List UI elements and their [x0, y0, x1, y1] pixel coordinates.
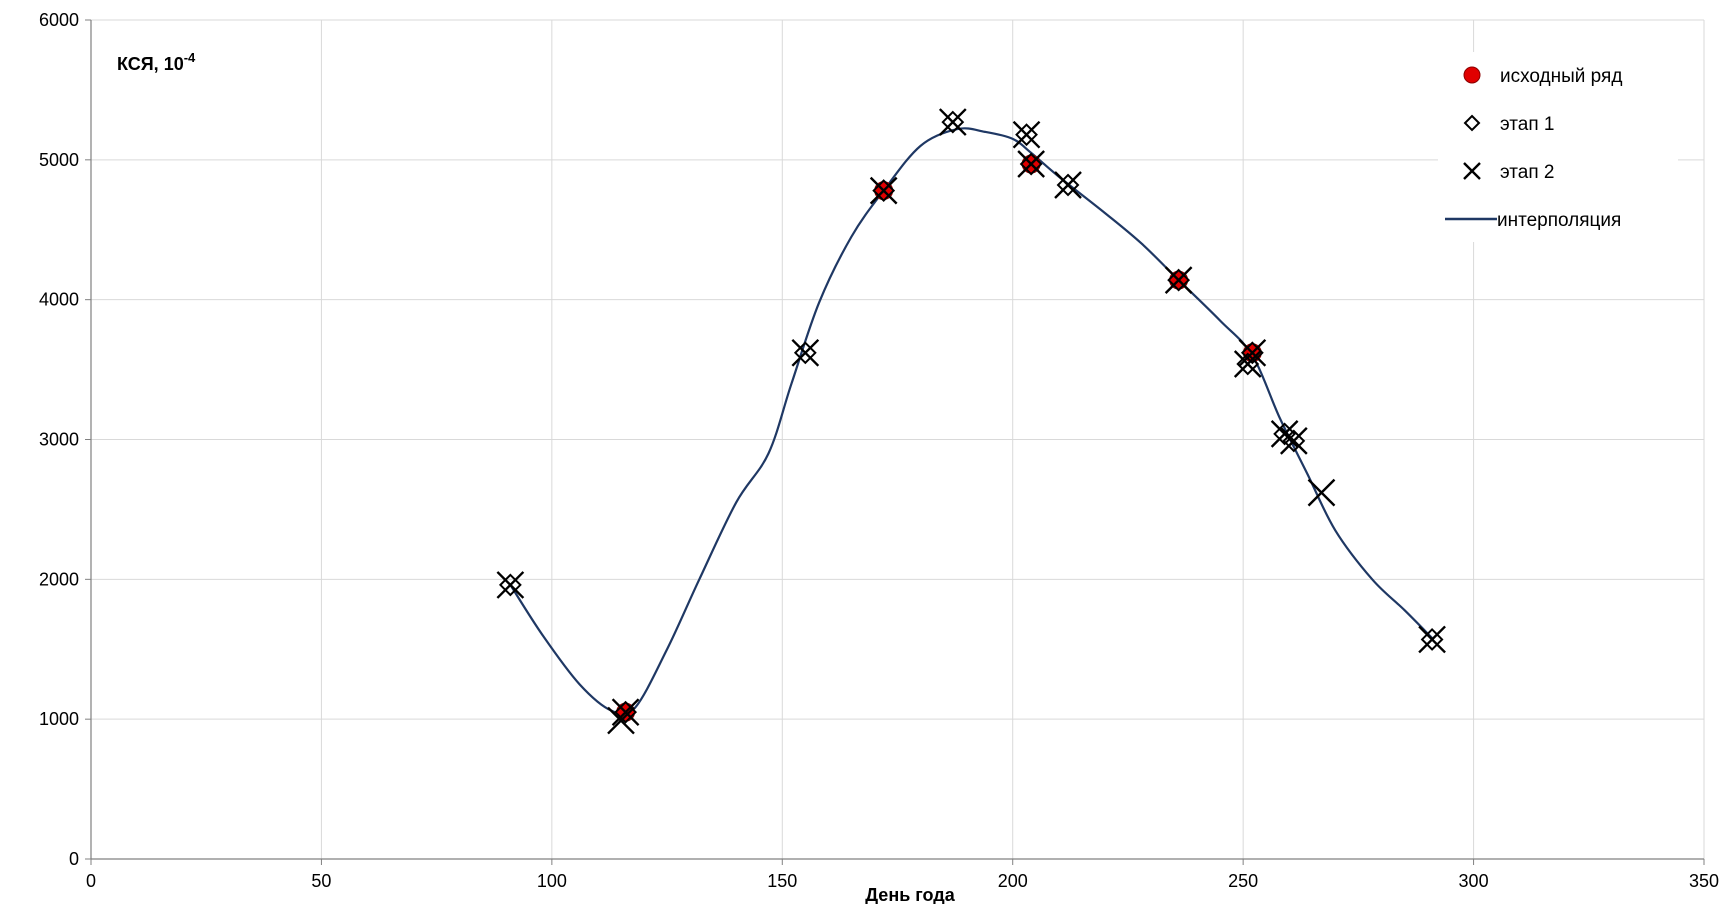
point-stage1 — [1056, 173, 1080, 197]
legend-marker-x — [1463, 162, 1481, 180]
point-stage2 — [869, 176, 898, 205]
x-tick-label: 50 — [311, 871, 331, 891]
point-stage2 — [1418, 625, 1446, 654]
point-stage2 — [611, 698, 640, 727]
point-stage1 — [1167, 268, 1191, 292]
point-stage1 — [793, 341, 817, 365]
point-stage2 — [1054, 171, 1082, 199]
point-stage1 — [1420, 628, 1444, 651]
point-stage2 — [1307, 478, 1336, 507]
point-stage1 — [872, 179, 896, 203]
y-tick-label: 2000 — [39, 569, 79, 589]
legend-background — [1438, 52, 1678, 242]
x-tick-label: 150 — [767, 871, 797, 891]
x-tick-label: 0 — [86, 871, 96, 891]
point-stage2 — [791, 338, 820, 367]
tick-labels: 0 50 100 150 200 250 300 350 0 1000 2000 3000 4000 50… — [39, 10, 1719, 891]
x-tick-label: 250 — [1228, 871, 1258, 891]
interpolation-line — [509, 127, 1433, 716]
x-tick-label: 200 — [998, 871, 1028, 891]
point-stage1 — [498, 573, 522, 597]
legend: исходный ряд этап 1 этап 2 интерполяция — [1438, 52, 1678, 242]
point-stage2 — [607, 706, 635, 735]
legend-label: исходный ряд — [1500, 66, 1622, 87]
point-stage1 — [1240, 341, 1264, 365]
point-stage1 — [941, 110, 965, 134]
point-stage2 — [496, 571, 525, 599]
y-tick-label: 5000 — [39, 150, 79, 170]
point-stage2 — [1279, 427, 1308, 455]
point-stage2 — [938, 108, 967, 136]
x-tick-label: 100 — [537, 871, 567, 891]
y-axis-label: КСЯ, 10-4 — [117, 50, 196, 74]
y-tick-label: 4000 — [39, 290, 79, 310]
y-axis-label-text: КСЯ, 10 — [117, 54, 184, 74]
point-stage2 — [1012, 120, 1041, 149]
y-tick-label: 1000 — [39, 709, 79, 729]
axes — [85, 19, 1705, 865]
y-axis-label-sup: -4 — [184, 50, 196, 65]
x-tick-label: 350 — [1689, 871, 1719, 891]
legend-marker-circle — [1463, 66, 1481, 84]
legend-label: этап 1 — [1500, 114, 1554, 135]
y-tick-label: 0 — [69, 849, 79, 869]
point-stage1 — [1273, 422, 1297, 446]
point-stage1 — [1015, 123, 1038, 147]
marker-group — [496, 108, 1446, 735]
point-stage2 — [1017, 150, 1045, 178]
point-stage1 — [1019, 152, 1043, 176]
y-tick-label: 3000 — [39, 430, 79, 450]
legend-marker-diamond — [1463, 114, 1481, 132]
legend-label: этап 2 — [1500, 162, 1554, 183]
x-tick-label: 300 — [1459, 871, 1489, 891]
interpolation-line-group — [509, 127, 1433, 716]
point-stage2 — [1238, 338, 1267, 367]
point-stage2 — [1164, 266, 1193, 294]
y-tick-label: 6000 — [39, 10, 79, 30]
x-axis-label: День года — [865, 885, 955, 904]
legend-label: интерполяция — [1497, 210, 1621, 231]
